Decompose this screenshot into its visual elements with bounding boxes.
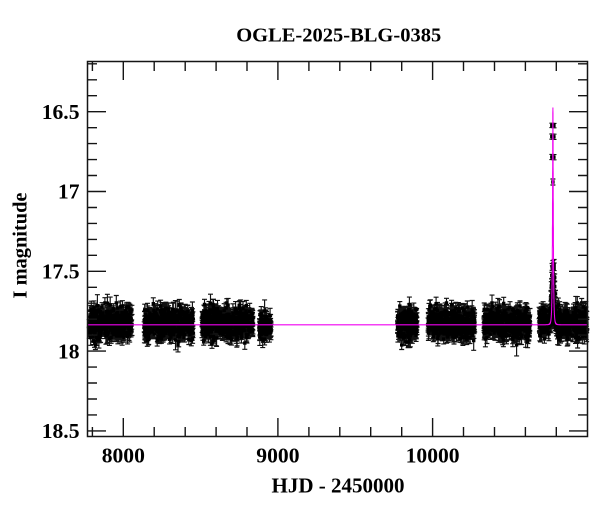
svg-text:10000: 10000 bbox=[406, 444, 460, 468]
svg-text:OGLE-2025-BLG-0385: OGLE-2025-BLG-0385 bbox=[236, 24, 441, 46]
svg-text:17.5: 17.5 bbox=[42, 260, 80, 284]
svg-text:18: 18 bbox=[58, 339, 80, 363]
svg-text:18.5: 18.5 bbox=[42, 419, 80, 443]
svg-text:16.5: 16.5 bbox=[42, 100, 80, 124]
svg-text:17: 17 bbox=[58, 180, 80, 204]
svg-text:8000: 8000 bbox=[102, 444, 145, 468]
svg-text:9000: 9000 bbox=[256, 444, 299, 468]
svg-text:I magnitude: I magnitude bbox=[10, 193, 32, 299]
svg-text:HJD - 2450000: HJD - 2450000 bbox=[272, 474, 405, 498]
